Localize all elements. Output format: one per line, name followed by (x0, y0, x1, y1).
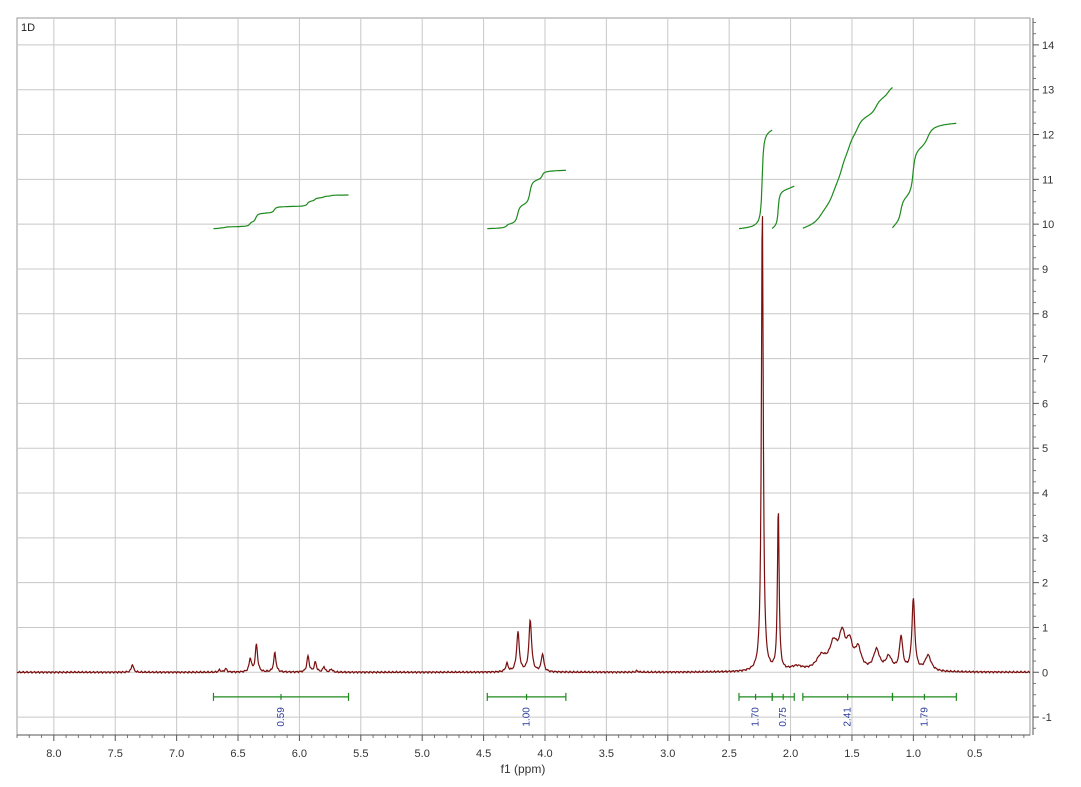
x-axis-title: f1 (ppm) (501, 762, 546, 776)
integral-value-label: 0.75 (778, 707, 789, 727)
y-tick-label: -1 (1042, 712, 1052, 724)
y-tick-label: 2 (1042, 578, 1048, 590)
integral-value-label: 0.59 (276, 707, 287, 727)
y-tick-label: 1 (1042, 622, 1048, 634)
integral-value-label: 2.41 (843, 707, 854, 727)
x-tick-label: 7.5 (108, 748, 123, 760)
panel-label: 1D (21, 22, 35, 34)
x-tick-label: 8.0 (46, 748, 61, 760)
integral-curve (487, 169, 566, 230)
y-tick-label: 10 (1042, 219, 1054, 231)
y-tick-label: 5 (1042, 443, 1048, 455)
y-tick-label: 0 (1042, 667, 1048, 679)
integral-curve (891, 122, 957, 229)
integration-curves: 0.59 1.00 1.70 0.75 2.41 1.79 (212, 87, 957, 727)
integral-curve (213, 194, 349, 230)
x-tick-label: 2.5 (722, 748, 737, 760)
x-tick-label: 3.0 (660, 748, 675, 760)
x-tick-label: 3.5 (599, 748, 614, 760)
y-tick-label: 8 (1042, 309, 1048, 321)
integral-curve (802, 87, 893, 229)
x-tick-label: 4.0 (537, 748, 552, 760)
x-tick-label: 5.0 (415, 748, 430, 760)
y-tick-label: 4 (1042, 488, 1048, 500)
plot-frame (16, 17, 1031, 736)
x-tick-label: 6.0 (292, 748, 307, 760)
x-tick-label: 7.0 (169, 748, 184, 760)
x-tick-label: 5.5 (353, 748, 368, 760)
spectrum-line (16, 216, 1031, 675)
y-tick-label: 14 (1042, 40, 1054, 52)
x-tick-label: 4.5 (476, 748, 491, 760)
x-tick-label: 2.0 (783, 748, 798, 760)
x-tick-label: 6.5 (230, 748, 245, 760)
spectrum-trace (16, 216, 1031, 675)
x-tick-label: 1.5 (844, 748, 859, 760)
integral-curve (739, 129, 773, 230)
integral-value-label: 1.00 (522, 707, 533, 727)
x-axis: 8.0 7.5 7.0 6.5 6.0 5.5 5.0 4.5 4.0 3.5 3.0 2.5 2.0 1… (16, 734, 1030, 760)
y-tick-label: 13 (1042, 85, 1054, 97)
y-tick-label: 7 (1042, 354, 1048, 366)
y-tick-label: 6 (1042, 398, 1048, 410)
y-tick-label: 11 (1042, 174, 1053, 186)
x-tick-label: 1.0 (906, 748, 921, 760)
y-tick-label: 12 (1042, 130, 1054, 142)
y-tick-label: 9 (1042, 264, 1048, 276)
integral-curve (771, 185, 795, 229)
y-tick-label: 3 (1042, 533, 1048, 545)
integral-value-label: 1.79 (919, 707, 930, 727)
integral-value-label: 1.70 (751, 707, 762, 727)
gridlines (17, 18, 1030, 735)
x-tick-label: 0.5 (967, 748, 982, 760)
